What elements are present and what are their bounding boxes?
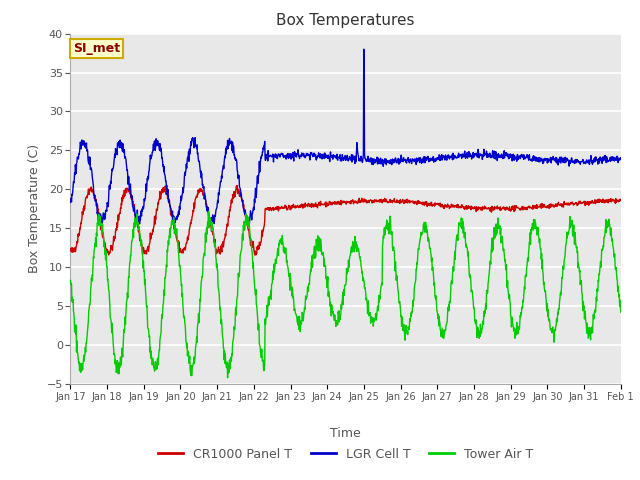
Title: Box Temperatures: Box Temperatures: [276, 13, 415, 28]
Legend: CR1000 Panel T, LGR Cell T, Tower Air T: CR1000 Panel T, LGR Cell T, Tower Air T: [153, 443, 538, 466]
X-axis label: Time: Time: [330, 427, 361, 440]
Text: SI_met: SI_met: [73, 42, 120, 55]
Y-axis label: Box Temperature (C): Box Temperature (C): [28, 144, 41, 274]
